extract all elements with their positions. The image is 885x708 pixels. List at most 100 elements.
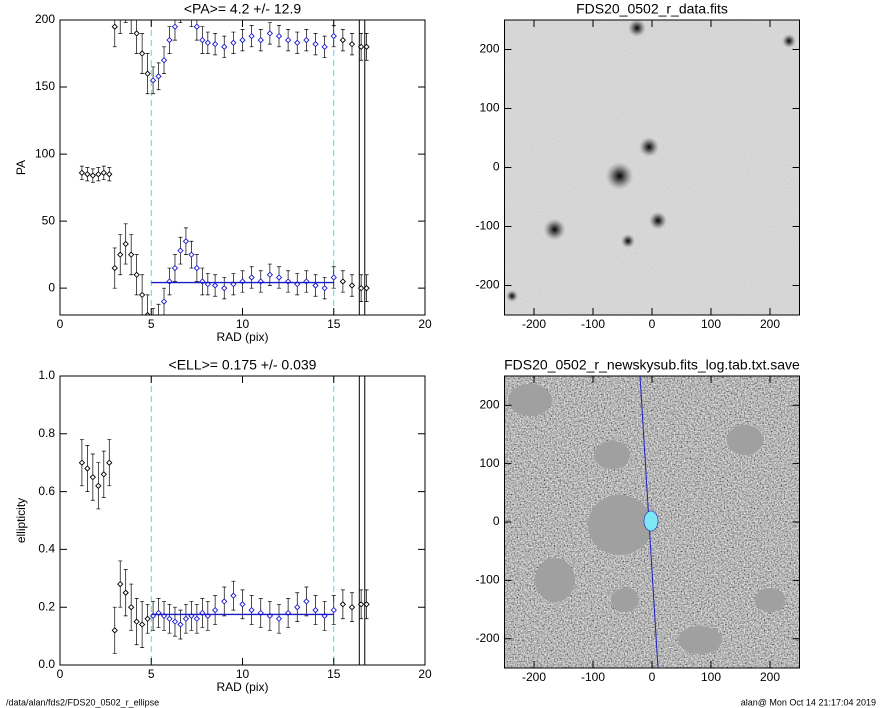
x-tick-label: 200 [760,317,780,331]
x-axis-label: RAD (pix) [216,330,268,344]
source [649,211,667,230]
data-point [239,601,246,608]
x-tick-label: 200 [760,670,780,684]
mask-region [727,425,763,455]
data-point [357,601,365,608]
x-tick-label: 20 [418,667,432,681]
data-point [95,171,102,178]
y-tick-label: 50 [42,213,56,227]
data-point [294,281,301,288]
data-point [199,36,206,44]
y-tick-label: -200 [475,278,499,292]
data-point [100,471,107,478]
data-point [348,282,356,289]
data-point [230,39,237,46]
data-point [294,39,301,46]
mask-region [535,558,575,602]
data-point [303,278,310,285]
y-tick-label: 1.0 [38,368,55,382]
data-point [118,11,123,16]
data-point [160,57,168,64]
x-tick-label: 10 [236,667,250,681]
data-point [363,43,370,50]
y-tick-label: 0 [48,280,55,294]
data-point [321,43,328,50]
data-point [106,171,113,178]
x-tick-label: 5 [148,667,155,681]
data-point [294,604,301,611]
data-point [357,285,365,292]
y-tick-label: 0 [493,160,500,174]
data-point [128,604,135,611]
data-point [149,77,157,84]
data-point [117,580,124,588]
data-point [275,274,283,281]
x-tick-label: 100 [701,670,721,684]
data-point [155,73,162,80]
image-2 [504,375,800,669]
data-point [275,615,283,622]
data-point [199,278,206,285]
y-tick-label: -100 [475,573,499,587]
data-point [257,36,264,44]
x-tick-label: 5 [148,317,155,331]
x-tick-label: 15 [327,667,341,681]
data-point [303,36,310,44]
data-point [138,621,146,628]
footer-left: /data/alan/fds2/FDS20_0502_r_ellipse [6,697,159,707]
y-tick-label: 100 [479,456,499,470]
ellipse-fit [643,510,659,532]
data-point [330,274,337,281]
x-tick-label: 0 [57,667,64,681]
error-bar [156,303,161,315]
data-point [111,264,118,272]
data-point [211,606,219,614]
data-point [123,0,128,5]
data-point [248,606,255,614]
x-tick-label: 10 [236,317,250,331]
data-point [211,41,219,48]
y-tick-label: 0 [493,514,500,528]
data-point [266,271,274,278]
y-tick-label: 0.8 [38,426,55,440]
error-bar [145,294,150,315]
data-point [144,311,151,315]
error-bar [189,20,194,28]
data-point [89,474,96,481]
data-point [348,604,356,611]
data-point [348,41,356,48]
data-point [117,251,124,258]
image-noise [504,20,800,315]
data-point [221,598,228,605]
data-point [239,278,246,285]
data-point [363,285,370,292]
data-point [111,627,118,634]
data-point [133,271,140,278]
y-tick-label: 0.6 [38,484,55,498]
data-point [144,70,151,77]
image-1 [504,19,800,315]
source [628,19,646,37]
x-tick-label: 15 [327,317,341,331]
data-point [89,172,96,179]
data-point [312,41,319,48]
data-point [266,30,274,37]
error-bar [129,20,134,34]
error-bar [178,20,183,24]
mask-region [755,588,785,612]
x-tick-label: 0 [649,317,656,331]
data-point [166,278,173,285]
source [605,162,634,190]
data-point [166,615,173,622]
data-point [230,592,237,599]
data-point [248,274,255,281]
data-point [177,247,184,254]
data-point [106,459,113,466]
data-point [182,615,190,622]
source [782,34,796,48]
mask-region [588,495,652,555]
y-tick-label: 200 [35,12,55,26]
y-tick-label: 150 [35,79,55,93]
y-tick-label: 0.4 [38,542,55,556]
x-tick-label: 20 [418,317,432,331]
